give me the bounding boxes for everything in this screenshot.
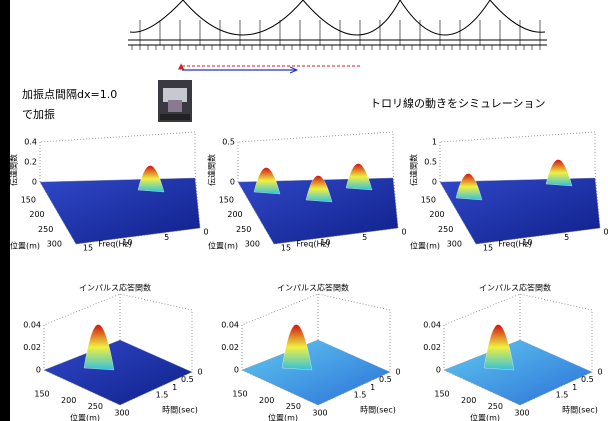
note: で加振 (22, 107, 55, 121)
freq-tick-label: 5 (362, 233, 367, 242)
position-label: 位置(m) (70, 413, 100, 421)
z-tick-label: 0 (234, 366, 239, 375)
position-tick-label: 200 (461, 396, 476, 405)
photo (158, 80, 192, 122)
freq-tick-label: 0 (401, 228, 406, 237)
position-tick-label: 250 (88, 402, 103, 411)
position-tick-label: 150 (421, 196, 436, 205)
freq-tick-label: 5 (164, 233, 169, 242)
time-tick-label: 0 (597, 368, 602, 377)
z-tick-label: 0 (436, 366, 441, 375)
position-tick-label: 150 (232, 390, 247, 399)
position-label: 位置(m) (10, 241, 40, 251)
z-tick-label: 0.04 (221, 321, 239, 330)
position-tick-label: 300 (312, 409, 327, 418)
freq-label: Freq(Hz) (498, 240, 532, 249)
z-tick-label: 0.02 (23, 343, 41, 352)
plot-title: インパルス応答関数 (79, 283, 151, 293)
position-tick-label: 150 (434, 390, 449, 399)
position-tick-label: 300 (47, 240, 62, 249)
time-label: 時間(sec) (360, 406, 396, 415)
time-tick-label: 0.5 (379, 375, 392, 384)
time-label: 時間(sec) (162, 406, 198, 415)
z-tick-label: 1 (432, 138, 437, 147)
time-tick-label: 1 (172, 383, 177, 392)
z-tick-label: 0.02 (423, 343, 441, 352)
z-tick-label: 0.2 (24, 158, 37, 167)
position-label: 位置(m) (268, 413, 298, 421)
freq-label: Freq(Hz) (98, 240, 132, 249)
time-tick-label: 0.5 (581, 375, 594, 384)
position-tick-label: 300 (114, 409, 129, 418)
z-label: 伝達関数 (9, 154, 19, 186)
position-label: 位置(m) (470, 413, 500, 421)
left-border (0, 0, 10, 421)
position-tick-label: 150 (34, 390, 49, 399)
time-tick-label: 1 (370, 383, 375, 392)
note: 加振点間隔dx=1.0 (22, 87, 117, 101)
freq-tick-label: 15 (483, 244, 493, 253)
position-tick-label: 200 (259, 396, 274, 405)
peak (346, 163, 372, 190)
position-tick-label: 150 (219, 196, 234, 205)
marker: ▲ (178, 62, 185, 71)
position-label: 位置(m) (208, 241, 238, 251)
position-tick-label: 250 (488, 402, 503, 411)
z-tick-label: 0.4 (24, 138, 37, 147)
z-tick-label: 0.04 (23, 321, 41, 330)
time-tick-label: 1 (572, 383, 577, 392)
position-tick-label: 300 (447, 240, 462, 249)
peak (546, 159, 572, 186)
plot-title: インパルス応答関数 (479, 283, 551, 293)
freq-tick-label: 0 (603, 228, 608, 237)
freq-tick-label: 15 (83, 244, 93, 253)
z-tick-label: 0.02 (221, 343, 239, 352)
z-tick-label: 0 (32, 178, 37, 187)
z-tick-label: 0 (36, 366, 41, 375)
time-tick-label: 0 (395, 368, 400, 377)
z-label: 伝達関数 (409, 154, 419, 186)
catenary-diagram (128, 0, 547, 50)
position-tick-label: 200 (429, 210, 444, 219)
z-label: 伝達関数 (207, 154, 217, 186)
time-label: 時間(sec) (562, 406, 598, 415)
position-tick-label: 250 (286, 402, 301, 411)
slide: ▲ トロリ線の動きをシミュレーション 加振点間隔dx=1.0 で加振 伝達関数 0… (0, 0, 608, 421)
position-label: 位置(m) (410, 241, 440, 251)
position-tick-label: 250 (38, 225, 53, 234)
peak (254, 167, 280, 194)
time-tick-label: 0.5 (181, 375, 194, 384)
z-tick-label: 0 (432, 178, 437, 187)
position-tick-label: 200 (61, 396, 76, 405)
z-tick-label: 0.04 (423, 321, 441, 330)
freq-tick-label: 0 (203, 228, 208, 237)
position-tick-label: 150 (21, 196, 36, 205)
annotation: トロリ線の動きをシミュレーション (370, 96, 546, 110)
z-tick-label: 0.5 (222, 138, 235, 147)
position-tick-label: 300 (514, 409, 529, 418)
position-tick-label: 300 (245, 240, 260, 249)
position-tick-label: 200 (29, 210, 44, 219)
time-tick-label: 1.5 (354, 391, 367, 400)
position-tick-label: 200 (227, 210, 242, 219)
z-tick-label: 0.5 (424, 158, 437, 167)
position-tick-label: 250 (236, 225, 251, 234)
freq-tick-label: 5 (564, 233, 569, 242)
time-tick-label: 0 (197, 368, 202, 377)
time-tick-label: 1.5 (156, 391, 169, 400)
freq-tick-label: 15 (281, 244, 291, 253)
surface (40, 178, 200, 244)
z-tick-label: 0 (230, 178, 235, 187)
time-tick-label: 1.5 (556, 391, 569, 400)
plot-title: インパルス応答関数 (277, 283, 349, 293)
position-tick-label: 250 (438, 225, 453, 234)
freq-label: Freq(Hz) (296, 240, 330, 249)
